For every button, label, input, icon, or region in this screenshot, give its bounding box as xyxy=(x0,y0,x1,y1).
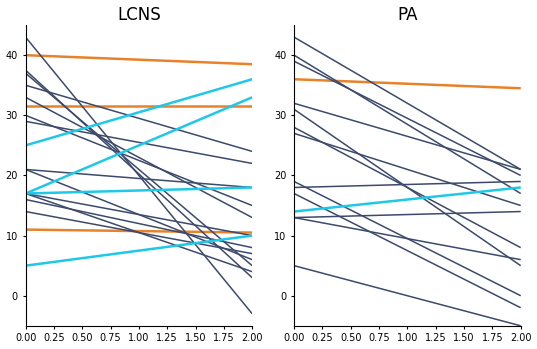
Title: LCNS: LCNS xyxy=(117,6,161,23)
Title: PA: PA xyxy=(397,6,418,23)
